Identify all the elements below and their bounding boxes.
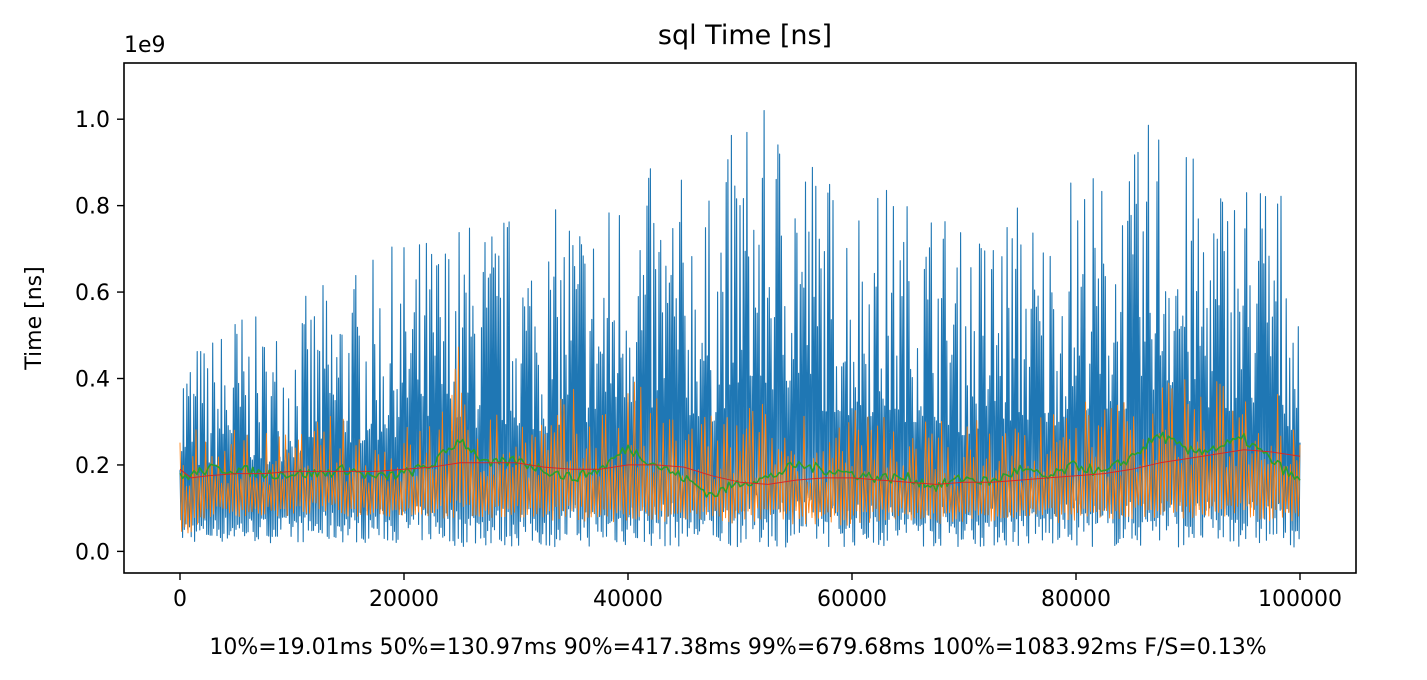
plot-frame <box>123 62 1357 574</box>
axis-layer: 0 20000 40000 60000 80000 100000 0.0 0.2 0.4 0.6 0… <box>75 108 1342 612</box>
x-tick-label: 80000 <box>1041 587 1111 612</box>
y-tick-label: 0.2 <box>75 454 110 479</box>
y-tick-label: 0.6 <box>75 281 110 306</box>
series-line <box>179 449 1301 485</box>
series-layer <box>179 110 1301 548</box>
x-tick-label: 40000 <box>593 587 663 612</box>
chart-title: sql Time [ns] <box>658 20 832 51</box>
y-axis-label: Time [ns] <box>22 266 47 370</box>
series-line <box>179 110 1301 548</box>
y-offset-label: 1e9 <box>124 33 166 58</box>
series-line <box>179 346 1301 534</box>
y-tick-label: 0.4 <box>75 368 110 393</box>
y-tick-label: 0.0 <box>75 540 110 565</box>
x-tick-label: 0 <box>173 587 187 612</box>
series-line <box>179 431 1301 498</box>
x-tick-label: 100000 <box>1258 587 1342 612</box>
y-tick-label: 0.8 <box>75 195 110 220</box>
x-tick-label: 60000 <box>817 587 887 612</box>
y-tick-label: 1.0 <box>75 108 110 133</box>
x-tick-label: 20000 <box>369 587 439 612</box>
x-axis-label: 10%=19.01ms 50%=130.97ms 90%=417.38ms 99… <box>209 635 1266 660</box>
